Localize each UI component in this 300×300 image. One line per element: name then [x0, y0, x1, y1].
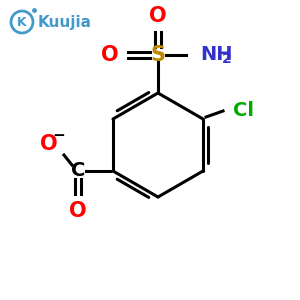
Text: −: − [52, 128, 65, 142]
Text: O: O [149, 6, 167, 26]
Text: S: S [151, 45, 166, 65]
Text: O: O [40, 134, 58, 154]
Text: Kuujia: Kuujia [38, 14, 92, 29]
Text: K: K [17, 16, 27, 28]
Text: Cl: Cl [232, 101, 254, 121]
Text: O: O [69, 201, 87, 221]
Text: O: O [101, 45, 119, 65]
Text: C: C [71, 161, 85, 181]
Text: 2: 2 [222, 52, 232, 66]
Text: NH: NH [200, 46, 233, 64]
